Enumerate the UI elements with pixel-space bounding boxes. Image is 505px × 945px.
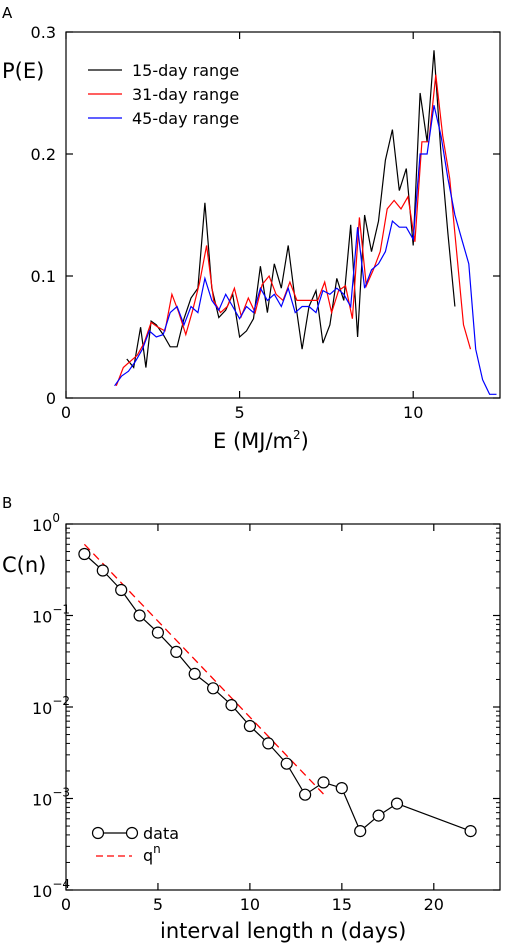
legend-label-45-day: 45-day range [132, 109, 239, 128]
data-point-17 [372, 809, 385, 822]
legend-label-fit: qn [143, 842, 161, 865]
x-tick-label-b-0: 0 [61, 895, 71, 914]
y-tick-label-b-base: 10 [32, 516, 52, 535]
data-point-4 [133, 609, 146, 622]
legend-label-fit-main: q [143, 846, 153, 865]
x-tick-label-a-0: 0 [61, 403, 71, 422]
y-axis-label-b: C(n) [2, 553, 46, 577]
y-tick-label-b-base: 10 [32, 791, 52, 810]
series-line-data [83, 553, 471, 833]
fit-line-qn [83, 543, 324, 795]
data-point-12 [280, 757, 293, 770]
y-tick-label-a-0: 0 [46, 389, 56, 408]
series-line-15-day-range [126, 50, 456, 369]
x-axis-label-a: E (MJ/m2) [213, 428, 309, 453]
y-tick-label-b-2: 10−2 [32, 694, 70, 718]
series-line-31-day-range [115, 74, 472, 387]
y-tick-label-b-3: 10−3 [32, 786, 70, 810]
data-point-2 [96, 564, 109, 577]
x-axis-label-b: interval length n (days) [160, 919, 406, 943]
y-tick-label-b-4: 10−4 [32, 877, 70, 901]
legend-a: 15-day range 31-day range 45-day range [88, 61, 239, 128]
y-tick-label-a-3: 0.3 [31, 23, 56, 42]
data-point-19 [464, 824, 477, 838]
x-axis-label-a-end: ) [301, 429, 309, 453]
y-tick-label-b-base: 10 [32, 882, 52, 901]
y-tick-label-b-exp: −3 [52, 786, 70, 800]
legend-marker-data-right [125, 826, 139, 840]
legend-label-fit-sup: n [153, 842, 161, 856]
chart-panel-a: A 0 5 10 0 0.1 0.2 0.3 P(E) E (MJ/m2) 15-day r… [2, 4, 501, 453]
panel-label-a: A [2, 4, 13, 22]
y-tick-label-b-base: 10 [32, 608, 52, 627]
data-point-11 [262, 737, 275, 750]
y-tick-label-a-2: 0.2 [31, 145, 56, 164]
data-point-5 [151, 626, 164, 639]
series-line-45-day-range [114, 105, 497, 395]
data-point-1 [78, 547, 91, 561]
y-tick-label-b-exp: −4 [52, 877, 70, 891]
y-tick-label-b-0: 100 [32, 511, 60, 535]
data-point-13 [299, 788, 312, 801]
legend-label-data: data [143, 824, 179, 843]
y-tick-label-b-exp: −2 [52, 694, 70, 708]
axis-ticks-a: 0 5 10 0 0.1 0.2 0.3 [31, 23, 500, 422]
y-axis-label-a: P(E) [2, 59, 44, 83]
x-tick-label-a-1: 5 [235, 403, 245, 422]
data-point-9 [225, 698, 238, 712]
x-axis-label-a-sup: 2 [293, 428, 301, 442]
y-tick-label-b-base: 10 [32, 699, 52, 718]
series-group-b [78, 543, 477, 838]
data-point-8 [207, 682, 220, 695]
plot-frame-a [65, 31, 501, 399]
legend-label-31-day: 31-day range [132, 85, 239, 104]
data-point-18 [390, 797, 404, 810]
data-point-14 [317, 776, 330, 789]
legend-label-15-day: 15-day range [132, 61, 239, 80]
x-tick-label-b-2: 10 [240, 895, 260, 914]
data-point-6 [170, 645, 183, 659]
data-point-3 [115, 583, 128, 597]
data-point-15 [335, 781, 348, 795]
legend-b: data qn [91, 824, 179, 865]
y-tick-label-b-1: 10−1 [32, 603, 70, 627]
series-group-a [114, 50, 497, 395]
panel-label-b: B [2, 494, 12, 512]
data-point-10 [243, 719, 256, 733]
data-point-16 [354, 824, 367, 838]
data-point-7 [188, 667, 201, 681]
legend-marker-data-left [91, 826, 105, 840]
x-tick-label-b-3: 15 [332, 895, 352, 914]
y-tick-label-b-exp: −1 [52, 603, 70, 617]
y-tick-label-b-exp: 0 [52, 511, 60, 525]
x-tick-label-b-1: 5 [153, 895, 163, 914]
x-tick-label-b-4: 20 [424, 895, 444, 914]
y-tick-label-a-1: 0.1 [31, 267, 56, 286]
x-tick-label-a-2: 10 [403, 403, 423, 422]
x-axis-label-a-main: E (MJ/m [213, 429, 293, 453]
